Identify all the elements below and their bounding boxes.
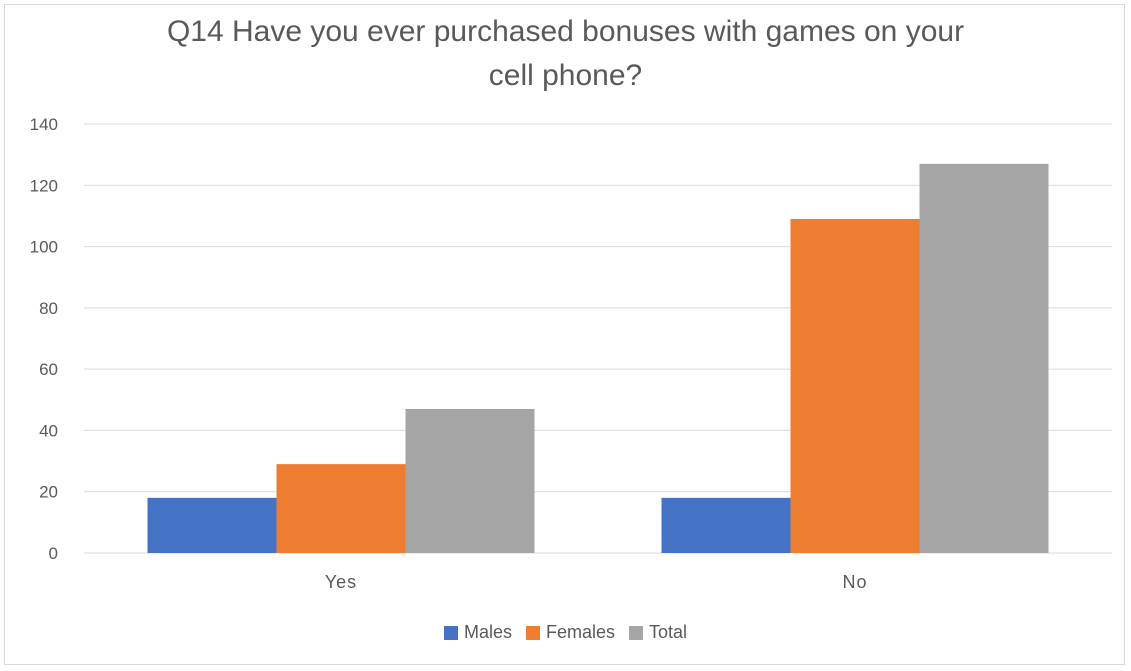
y-tick-label-20: 20 [39, 483, 58, 502]
y-tick-label-80: 80 [39, 299, 58, 318]
bar-females-no [790, 218, 920, 553]
legend: Males Females Total [0, 622, 1131, 643]
legend-item-males: Males [443, 622, 512, 643]
y-tick-label-120: 120 [30, 176, 58, 195]
bar-chart-plot: 0 20 40 60 80 100 120 140 Yes No [30, 115, 1112, 592]
legend-item-females: Females [525, 622, 615, 643]
legend-swatch-total [629, 625, 643, 640]
y-tick-label-140: 140 [30, 115, 58, 134]
chart-title-line-2: cell phone? [488, 59, 643, 92]
legend-swatch-males [443, 625, 458, 640]
chart-title: Q14 Have you ever purchased bonuses with… [0, 10, 1131, 98]
bars [147, 163, 1049, 554]
y-axis-tick-labels: 0 20 40 60 80 100 120 140 [30, 115, 58, 563]
x-category-label-yes: Yes [325, 572, 357, 592]
legend-label-males: Males [463, 622, 512, 642]
y-tick-label-100: 100 [30, 238, 58, 257]
bar-total-yes [405, 408, 535, 553]
legend-label-females: Females [545, 622, 615, 642]
chart-title-line-1: Q14 Have you ever purchased bonuses with… [166, 15, 965, 48]
legend-item-total: Total [629, 622, 687, 643]
bar-total-no [919, 163, 1049, 554]
y-tick-label-40: 40 [39, 421, 58, 440]
y-tick-label-0: 0 [49, 544, 58, 563]
bar-males-yes [147, 497, 277, 553]
y-tick-label-60: 60 [39, 360, 58, 379]
x-category-label-no: No [842, 572, 867, 592]
legend-label-total: Total [649, 622, 688, 642]
bar-females-yes [276, 464, 406, 553]
bar-males-no [661, 497, 791, 553]
legend-swatch-females [525, 625, 540, 640]
x-axis-category-labels: Yes No [325, 572, 867, 592]
